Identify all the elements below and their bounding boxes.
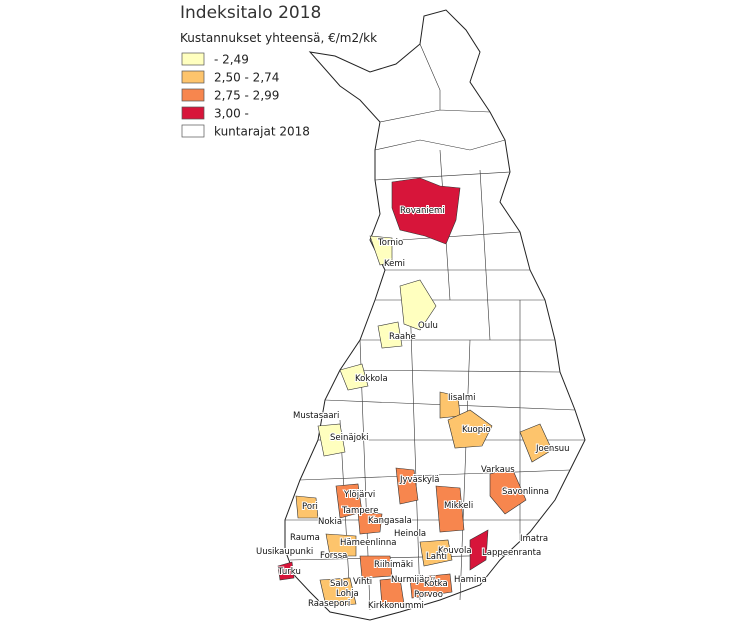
municipality-region <box>359 555 393 579</box>
legend-label: - 2,49 <box>214 53 249 67</box>
municipality-region <box>319 577 357 607</box>
legend-swatch <box>181 88 205 102</box>
place-label: Seinäjoki <box>330 433 368 443</box>
place-label: Hämeenlinna <box>340 538 396 548</box>
place-label: Lahti <box>426 552 447 562</box>
municipality-region <box>419 539 453 567</box>
municipality-region <box>447 409 493 449</box>
place-label: Nokia <box>318 517 342 527</box>
municipality-region <box>519 423 553 463</box>
legend-swatch <box>181 124 205 138</box>
place-label: Savonlinna <box>502 487 549 497</box>
place-label: Riihimäki <box>374 560 413 570</box>
municipality-region <box>379 577 405 607</box>
place-label: Nurmijärvi <box>391 575 435 585</box>
place-label: Forssa <box>320 551 347 561</box>
place-label: Kirkkonummi <box>368 601 424 611</box>
country-outline <box>284 9 586 621</box>
municipality-region <box>277 561 295 581</box>
legend-swatch <box>181 70 205 84</box>
place-label: Tampere <box>341 506 378 516</box>
place-label: Oulu <box>418 321 438 331</box>
place-label: Varkaus <box>481 465 515 475</box>
place-label: Rovaniemi <box>400 206 445 216</box>
place-label: Lohja <box>336 589 359 599</box>
place-label: Uusikaupunki <box>256 547 313 557</box>
place-label: Salo <box>330 579 348 589</box>
legend-swatch <box>181 106 205 120</box>
place-label: Vihti <box>353 577 372 587</box>
legend-swatch <box>181 52 205 66</box>
place-label: Iisalmi <box>448 393 476 403</box>
legend-label: kuntarajat 2018 <box>214 125 310 139</box>
place-label: Imatra <box>520 534 548 544</box>
regions <box>277 177 553 607</box>
legend-label: 3,00 - <box>214 107 249 121</box>
place-label: Raahe <box>389 332 416 342</box>
place-label: Raasepori <box>308 599 350 609</box>
municipality-region <box>369 235 393 266</box>
legend-title: Kustannukset yhteensä, €/m2/kk <box>180 31 377 45</box>
place-label: Joensuu <box>535 444 570 454</box>
municipality-region <box>335 483 363 519</box>
place-label: Kouvola <box>438 546 472 556</box>
place-label: Mustasaari <box>293 411 339 421</box>
legend-label: 2,75 - 2,99 <box>214 89 279 103</box>
place-label: Heinola <box>394 529 426 539</box>
municipality-region <box>357 511 383 535</box>
place-label: Ylöjärvi <box>343 490 375 500</box>
municipality-region <box>377 321 403 349</box>
place-label: Hamina <box>454 575 487 585</box>
place-label: Kotka <box>424 579 448 589</box>
place-label: Jyväskylä <box>399 475 439 485</box>
municipality-region <box>399 279 437 331</box>
municipality-region <box>489 467 527 515</box>
municipality-region <box>469 529 489 571</box>
municipality-region <box>339 363 369 391</box>
place-labels: Rovaniemi Tornio Kemi Oulu Raahe Kokkola… <box>255 205 571 612</box>
legend-label: 2,50 - 2,74 <box>214 71 279 85</box>
place-label: Porvoo <box>414 590 443 600</box>
municipality-region <box>295 495 319 519</box>
place-label: Turku <box>277 567 301 577</box>
place-label: Rauma <box>290 533 320 543</box>
place-label: Kokkola <box>355 374 388 384</box>
municipality-region <box>391 177 461 245</box>
place-label: Tornio <box>377 238 403 248</box>
municipality-region <box>395 467 419 505</box>
place-label: Kemi <box>384 259 405 269</box>
place-label: Kangasala <box>368 516 412 526</box>
municipality-region <box>317 423 346 457</box>
legend: - 2,49 2,50 - 2,74 2,75 - 2,99 3,00 - kuntar… <box>181 52 310 139</box>
place-label: Pori <box>302 502 318 512</box>
municipality-region <box>435 485 465 533</box>
municipality-region <box>325 533 357 557</box>
place-label: Lappeenranta <box>482 548 541 558</box>
place-label: Mikkeli <box>444 501 473 511</box>
map-title: Indeksitalo 2018 <box>180 3 321 23</box>
place-label: Kuopio <box>462 425 491 435</box>
municipality-region <box>409 573 453 599</box>
